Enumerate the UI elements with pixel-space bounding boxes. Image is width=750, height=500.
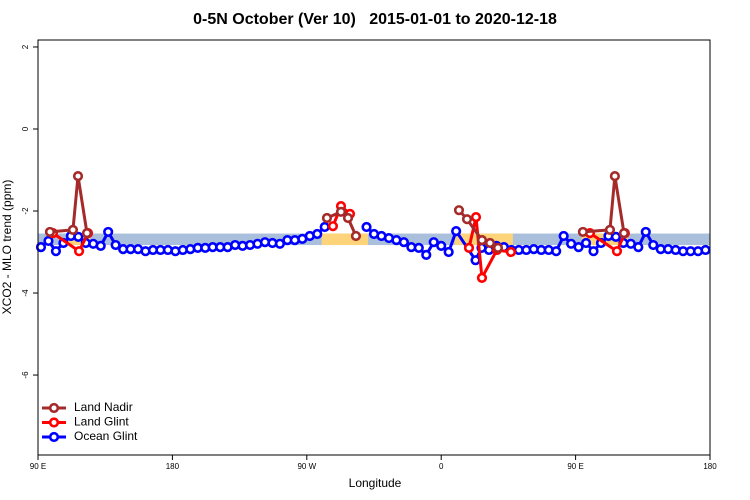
x-tick-label: 0 <box>439 462 444 471</box>
data-point <box>609 171 620 182</box>
series-line <box>582 174 626 234</box>
data-point <box>551 246 562 257</box>
data-point <box>321 212 333 224</box>
x-tick-label: 180 <box>166 462 180 471</box>
data-point <box>81 228 93 239</box>
legend-label: Land Nadir <box>74 400 133 414</box>
data-point <box>413 242 424 254</box>
legend-label: Ocean Glint <box>74 429 138 443</box>
data-point <box>67 224 79 235</box>
data-point <box>580 237 592 249</box>
data-point <box>72 171 84 182</box>
data-point <box>398 237 409 248</box>
y-tick-label: -6 <box>21 371 30 379</box>
data-point <box>110 239 121 251</box>
y-tick-label: -4 <box>21 289 30 297</box>
data-point <box>274 238 286 249</box>
data-point <box>335 206 347 217</box>
x-tick-label: 90 E <box>567 462 583 471</box>
data-point <box>44 226 56 238</box>
series-line <box>49 174 89 234</box>
data-point <box>610 231 622 242</box>
data-point <box>588 246 599 257</box>
data-point <box>443 246 454 258</box>
data-point <box>436 240 447 251</box>
x-axis-label: Longitude <box>349 476 402 490</box>
data-point <box>604 224 616 235</box>
data-point <box>492 242 504 254</box>
data-point <box>640 226 651 238</box>
data-point <box>35 241 47 253</box>
data-point <box>700 244 711 256</box>
legend-marker <box>48 402 60 414</box>
data-point <box>428 237 439 248</box>
data-point <box>342 212 354 224</box>
data-point <box>461 214 473 225</box>
data-point <box>327 221 339 232</box>
data-point <box>350 230 362 242</box>
reference-band <box>38 233 710 246</box>
data-point <box>463 242 475 254</box>
data-point <box>421 249 432 260</box>
y-tick-label: 0 <box>21 126 30 131</box>
data-point <box>453 205 465 216</box>
data-point <box>319 221 330 233</box>
data-point <box>470 212 482 223</box>
data-point <box>505 246 517 258</box>
data-point <box>476 272 488 283</box>
data-point <box>573 241 584 253</box>
data-point <box>451 225 462 237</box>
y-axis-label: XCO2 - MLO trend (ppm) <box>0 180 14 315</box>
legend-marker <box>48 431 60 443</box>
x-tick-label: 180 <box>703 462 717 471</box>
y-tick-label: 2 <box>21 44 30 49</box>
data-point <box>361 221 372 233</box>
data-point <box>470 255 481 266</box>
data-point <box>50 246 62 257</box>
y-tick-label: -2 <box>21 207 30 215</box>
data-point <box>484 237 496 249</box>
data-point <box>618 228 630 239</box>
data-point <box>312 228 323 240</box>
data-point <box>611 246 623 257</box>
plot-frame <box>37 39 711 456</box>
legend-label: Land Glint <box>74 415 129 429</box>
legend-marker <box>48 417 60 428</box>
data-point <box>633 241 644 253</box>
x-tick-label: 90 W <box>297 462 316 471</box>
data-point <box>73 231 84 242</box>
data-point <box>95 240 106 251</box>
x-tick-label: 90 E <box>30 462 46 471</box>
data-point <box>577 226 589 238</box>
data-point <box>73 246 85 257</box>
highlight <box>321 233 369 246</box>
data-point <box>43 235 54 247</box>
chart-title: 0-5N October (Ver 10) 2015-01-01 to 2020… <box>193 11 557 28</box>
data-point <box>103 226 114 238</box>
data-point <box>648 239 659 251</box>
data-point <box>558 230 569 242</box>
data-point <box>476 235 488 246</box>
